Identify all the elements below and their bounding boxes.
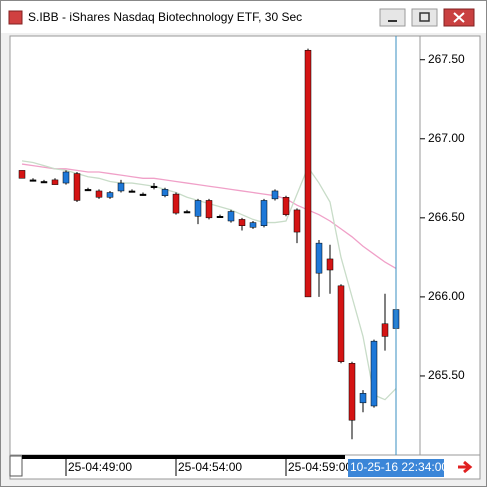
candle-body [183, 211, 191, 214]
candle [106, 190, 114, 199]
candle-body [326, 258, 334, 271]
candle-body [139, 193, 147, 196]
y-tick-label: 266.50 [428, 210, 465, 224]
x-tick-label: 25-04:59:00 [288, 460, 352, 474]
candle [172, 192, 180, 215]
candle-body [117, 182, 125, 192]
candle [161, 187, 169, 198]
candle-body [84, 189, 92, 192]
candle-body [128, 190, 136, 193]
candle-body [260, 200, 268, 226]
y-tick-label: 266.00 [428, 289, 465, 303]
candle [249, 220, 257, 229]
candle [304, 48, 312, 298]
candle [381, 293, 389, 351]
candle [62, 170, 70, 185]
candle [271, 189, 279, 201]
candle-body [62, 171, 70, 184]
candle [128, 189, 136, 193]
cursor-label-bg [348, 459, 444, 477]
candle [117, 179, 125, 193]
candle [227, 209, 235, 223]
candle [40, 179, 48, 184]
candle [84, 187, 92, 192]
candle-body [304, 49, 312, 298]
candle [282, 195, 290, 217]
candle-body [216, 215, 224, 218]
candle [73, 171, 81, 203]
candle [95, 189, 103, 199]
candle-body [271, 190, 279, 200]
candle-body [249, 222, 257, 228]
candle [150, 183, 158, 190]
candle [337, 284, 345, 364]
close-icon [453, 12, 465, 23]
minimize-button[interactable] [379, 8, 406, 27]
plot-area [9, 35, 421, 456]
candle-body [205, 200, 213, 219]
candle-body [172, 193, 180, 214]
candle-body [73, 173, 81, 201]
scroll-box[interactable] [9, 455, 23, 477]
candle [326, 244, 334, 294]
app-icon [8, 10, 23, 25]
candle-body [381, 323, 389, 337]
candle [315, 239, 323, 297]
candle-body [359, 393, 367, 404]
candle-body [40, 181, 48, 184]
candle [293, 208, 301, 244]
candle-body [106, 192, 114, 198]
price-axis [419, 35, 481, 456]
candle-body [161, 189, 169, 196]
candle-body [150, 185, 158, 188]
window-title: S.IBB - iShares Nasdaq Biotechnology ETF… [28, 10, 302, 24]
candle-body [282, 197, 290, 215]
candle [139, 192, 147, 196]
candle [205, 198, 213, 220]
cursor-label: 10-25-16 22:34:00 [350, 460, 448, 474]
candle-body [348, 363, 356, 421]
candle-body [194, 200, 202, 217]
candle-body [18, 170, 26, 179]
candle [183, 209, 191, 214]
candle [370, 339, 378, 408]
y-tick-label: 267.50 [428, 52, 465, 66]
candle-body [51, 179, 59, 185]
x-tick-label: 25-04:49:00 [68, 460, 132, 474]
candle [51, 178, 59, 185]
time-bar [22, 455, 345, 459]
y-tick-label: 267.00 [428, 131, 465, 145]
maximize-icon [419, 12, 430, 22]
candle-body [370, 340, 378, 407]
candle-body [29, 179, 37, 182]
candle [29, 178, 37, 182]
x-tick-label: 25-04:54:00 [178, 460, 242, 474]
candle-body [227, 211, 235, 222]
candle [359, 390, 367, 413]
candle-body [293, 209, 301, 233]
y-tick-label: 265.50 [428, 368, 465, 382]
candle [238, 217, 246, 231]
maximize-button[interactable] [411, 8, 438, 27]
candle-body [238, 219, 246, 226]
candle [260, 198, 268, 228]
candle [194, 198, 202, 225]
scroll-right-arrow[interactable] [458, 460, 473, 474]
candle [348, 361, 356, 440]
candle-body [337, 285, 345, 362]
candle [216, 214, 224, 218]
candle [18, 170, 26, 179]
candle-body [315, 242, 323, 274]
candle-body [95, 190, 103, 198]
